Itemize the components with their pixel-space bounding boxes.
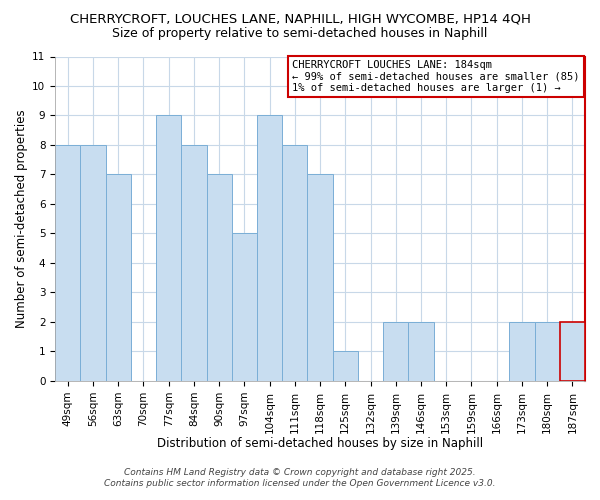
Bar [560, 322, 585, 381]
Bar [509, 322, 535, 381]
Y-axis label: Number of semi-detached properties: Number of semi-detached properties [15, 110, 28, 328]
Bar [383, 322, 409, 381]
Bar [282, 145, 307, 381]
Bar [80, 145, 106, 381]
Bar [409, 322, 434, 381]
Text: CHERRYCROFT, LOUCHES LANE, NAPHILL, HIGH WYCOMBE, HP14 4QH: CHERRYCROFT, LOUCHES LANE, NAPHILL, HIGH… [70, 12, 530, 26]
X-axis label: Distribution of semi-detached houses by size in Naphill: Distribution of semi-detached houses by … [157, 437, 483, 450]
Bar [535, 322, 560, 381]
Bar [106, 174, 131, 381]
Bar [156, 116, 181, 381]
Text: Contains HM Land Registry data © Crown copyright and database right 2025.
Contai: Contains HM Land Registry data © Crown c… [104, 468, 496, 487]
Bar [55, 145, 80, 381]
Bar [307, 174, 332, 381]
Bar [206, 174, 232, 381]
Bar [332, 352, 358, 381]
Bar [232, 234, 257, 381]
Text: Size of property relative to semi-detached houses in Naphill: Size of property relative to semi-detach… [112, 28, 488, 40]
Bar [257, 116, 282, 381]
Text: CHERRYCROFT LOUCHES LANE: 184sqm
← 99% of semi-detached houses are smaller (85)
: CHERRYCROFT LOUCHES LANE: 184sqm ← 99% o… [292, 60, 580, 93]
Bar [560, 322, 585, 381]
Bar [181, 145, 206, 381]
